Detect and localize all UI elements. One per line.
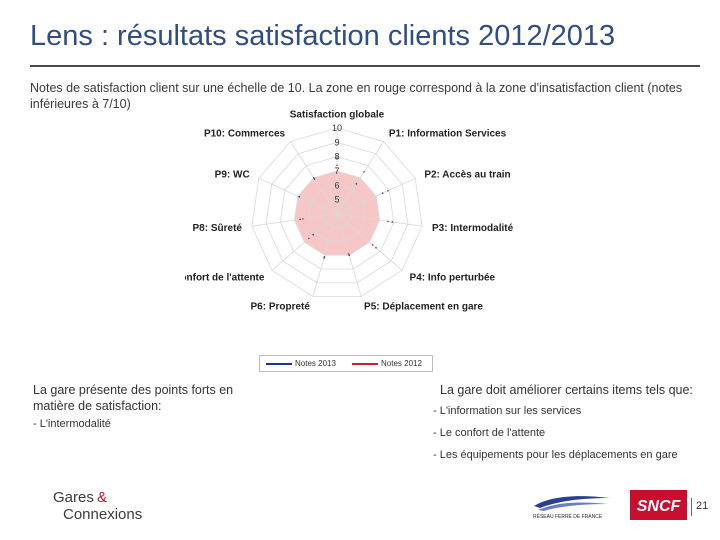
axis-label: P4: Info perturbée bbox=[410, 272, 496, 283]
improvements-column: La gare doit améliorer certains items te… bbox=[433, 382, 713, 470]
data-point bbox=[387, 220, 389, 223]
data-point bbox=[348, 254, 350, 257]
logo-connexions-text: Connexions bbox=[63, 506, 142, 523]
axis-label: P5: Déplacement en gare bbox=[364, 302, 483, 313]
grid-ring bbox=[294, 170, 380, 256]
data-point bbox=[336, 157, 338, 159]
rff-text: RÉSEAU FERRÉ DE FRANCE bbox=[533, 513, 603, 520]
grid-ring bbox=[265, 141, 409, 284]
legend-label-2013: Notes 2013 bbox=[295, 359, 336, 368]
gares-connexions-logo: Gares & Connexions bbox=[50, 488, 170, 524]
tick-label: 6 bbox=[334, 180, 339, 190]
rff-logo-svg: RÉSEAU FERRÉ DE FRANCE bbox=[533, 496, 610, 520]
radar-chart-svg: 5 6 7 8 9 10 Satisfaction globale P1: Informati… bbox=[185, 110, 514, 313]
data-point bbox=[336, 164, 338, 167]
data-point bbox=[375, 246, 377, 249]
sncf-logo: SNCF bbox=[630, 490, 687, 520]
axis-spoke bbox=[312, 213, 338, 297]
legend-swatch-2012 bbox=[352, 362, 378, 365]
data-point bbox=[299, 218, 301, 221]
logo-ampersand: & bbox=[97, 489, 107, 506]
axis-spoke bbox=[336, 213, 423, 227]
data-point bbox=[363, 170, 365, 173]
data-point bbox=[323, 255, 326, 258]
axis-label: P2: Accès au train bbox=[424, 170, 510, 181]
data-point bbox=[371, 244, 374, 246]
logo-gares-text: Gares bbox=[53, 489, 94, 506]
rff-swoosh-light-icon bbox=[538, 502, 608, 511]
improvements-heading: La gare doit améliorer certains items te… bbox=[440, 383, 693, 397]
strength-item: - L'intermodalité bbox=[33, 418, 111, 430]
chart-legend: Notes 2013 Notes 2012 bbox=[259, 355, 433, 372]
rff-logo: RÉSEAU FERRÉ DE FRANCE bbox=[530, 492, 614, 520]
axis-label: P10: Commerces bbox=[204, 129, 286, 140]
axis-spoke bbox=[251, 213, 338, 227]
improvement-item: - Les équipements pour les déplacements … bbox=[433, 449, 678, 461]
tick-label: 10 bbox=[332, 123, 342, 133]
tick-label: 9 bbox=[334, 137, 339, 147]
grid-ring bbox=[279, 156, 395, 270]
data-point bbox=[387, 189, 389, 192]
tick-label: 7 bbox=[334, 166, 339, 176]
axis-spoke bbox=[336, 213, 403, 271]
axis-spoke bbox=[271, 213, 338, 271]
legend-item-2012: Notes 2012 bbox=[352, 359, 422, 369]
axis-spoke bbox=[258, 177, 338, 215]
data-point bbox=[302, 218, 304, 220]
axis-label: Satisfaction globale bbox=[290, 110, 385, 121]
strengths-heading: La gare présente des points forts en mat… bbox=[33, 383, 234, 413]
axis-label: P8: Sûreté bbox=[193, 223, 243, 234]
axis-spoke bbox=[336, 141, 384, 215]
axis-label: P1: Information Services bbox=[389, 129, 507, 140]
grid-ring bbox=[251, 127, 423, 297]
data-point bbox=[313, 178, 316, 180]
data-point bbox=[381, 192, 384, 194]
gares-connexions-logo-svg: Gares & Connexions bbox=[53, 489, 142, 523]
legend-label-2012: Notes 2012 bbox=[381, 359, 422, 368]
axis-label: P6: Propreté bbox=[250, 302, 310, 313]
data-point bbox=[308, 237, 310, 240]
grid-ring bbox=[308, 184, 366, 242]
grid-ring bbox=[322, 199, 352, 229]
axis-spoke bbox=[336, 177, 416, 215]
sncf-logo-background bbox=[630, 490, 687, 520]
axis-label: P3: Intermodalité bbox=[432, 223, 514, 234]
data-point bbox=[355, 183, 358, 185]
rff-swoosh-icon bbox=[534, 496, 610, 508]
page-number-divider bbox=[691, 498, 692, 516]
tick-label: 5 bbox=[334, 195, 339, 205]
improvement-item: - Le confort de l'attente bbox=[433, 427, 546, 439]
improvement-item: - L'information sur les services bbox=[433, 405, 582, 417]
slide-subtitle: Notes de satisfaction client sur une éch… bbox=[30, 81, 683, 111]
axis-label: P9: WC bbox=[215, 170, 250, 181]
strengths-column: La gare présente des points forts en mat… bbox=[33, 382, 273, 431]
data-point bbox=[347, 253, 350, 255]
legend-swatch-2013 bbox=[266, 362, 292, 365]
data-point bbox=[298, 195, 300, 198]
sncf-logo-svg: SNCF bbox=[630, 490, 687, 520]
sncf-text: SNCF bbox=[637, 498, 682, 515]
radar-chart: 5 6 7 8 9 10 Satisfaction globale P1: Informati… bbox=[185, 108, 545, 376]
data-point bbox=[323, 257, 325, 259]
data-point bbox=[312, 233, 314, 236]
data-point bbox=[391, 221, 394, 223]
tick-label: 8 bbox=[334, 152, 339, 162]
axis-label: P7: Confort de l'attente bbox=[185, 272, 265, 283]
legend-item-2013: Notes 2013 bbox=[266, 359, 336, 369]
slide-title: Lens : résultats satisfaction clients 20… bbox=[30, 20, 616, 52]
page-number: 21 bbox=[696, 500, 709, 512]
data-point bbox=[312, 177, 315, 179]
title-divider bbox=[30, 65, 700, 67]
